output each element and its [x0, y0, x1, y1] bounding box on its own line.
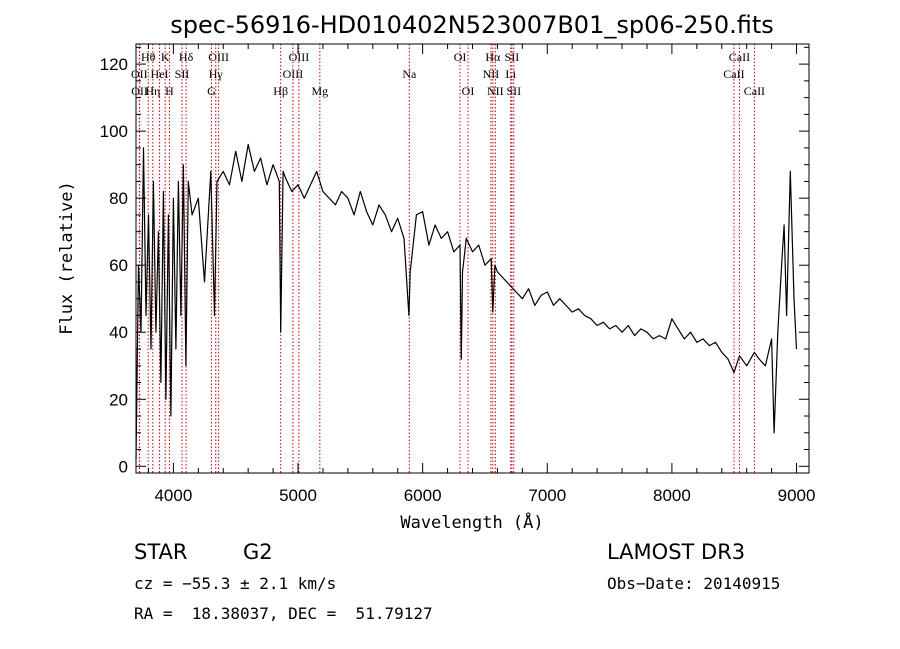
- observation-date: Obs−Date: 20140915: [607, 574, 781, 593]
- spectral-line-label: CaII: [744, 84, 765, 98]
- y-tick-label: 120: [100, 55, 128, 74]
- spectral-line-label: SII: [506, 84, 521, 98]
- spectral-line-label: NII: [483, 67, 500, 81]
- x-tick-label: 8000: [653, 486, 691, 505]
- x-tick-label: 7000: [528, 486, 566, 505]
- plot-frame: [135, 43, 810, 474]
- x-tick-label: 4000: [154, 486, 192, 505]
- chart-title: spec-56916-HD010402N523007B01_sp06-250.f…: [170, 11, 774, 39]
- y-tick-label: 20: [109, 390, 128, 409]
- spectral-line-label: Mg: [311, 84, 328, 98]
- spectral-line-label: CaII: [729, 50, 750, 64]
- spectral-line-label: OII: [131, 67, 148, 81]
- y-tick-label: 80: [109, 189, 128, 208]
- spectral-line-label: Hθ: [141, 50, 156, 64]
- spectral-line-label: Hδ: [179, 50, 194, 64]
- spectral-line-label: Hα: [485, 50, 501, 64]
- series-layer: [135, 143, 798, 460]
- axis-ticks: 4000 5000 6000 7000 8000 9000 0 20 40 60 80 100 120: [100, 44, 816, 505]
- survey-name: LAMOST DR3: [607, 540, 746, 564]
- y-tick-label: 0: [119, 457, 128, 476]
- spectral-line-label: NII: [487, 84, 504, 98]
- spectral-line-label: HeI: [151, 67, 169, 81]
- spectral-subclass: G2: [243, 540, 273, 564]
- spectral-line-label: K: [161, 50, 170, 64]
- y-tick-label: 40: [109, 323, 128, 342]
- y-tick-label: 100: [100, 122, 128, 141]
- spectral-line-label: Hη: [145, 84, 160, 98]
- spectral-line-label: H: [165, 84, 174, 98]
- spectral-line-label: OIII: [283, 67, 304, 81]
- x-tick-label: 5000: [279, 486, 317, 505]
- spectral-line-label: OIII: [208, 50, 229, 64]
- redshift-velocity: cz = −55.3 ± 2.1 km/s: [134, 574, 337, 593]
- spectral-line-label: OIII: [289, 50, 310, 64]
- x-tick-label: 6000: [404, 486, 442, 505]
- spectrum-chart: spec-56916-HD010402N523007B01_sp06-250.f…: [57, 11, 816, 533]
- spectral-line-label: OI: [462, 84, 475, 98]
- spectral-line-label: G: [207, 84, 216, 98]
- spectral-line-label: OII: [131, 84, 148, 98]
- spectral-line-label: SII: [505, 50, 520, 64]
- spectrum-series-line: [135, 143, 798, 460]
- x-axis-label: Wavelength (Å): [400, 511, 543, 533]
- spectral-line-label: SII: [175, 67, 190, 81]
- spectral-line-label: Hβ: [273, 84, 288, 98]
- spectral-line-label: OI: [454, 50, 467, 64]
- spectral-line-label: Hγ: [209, 67, 224, 81]
- object-class: STAR: [134, 540, 188, 564]
- spectral-line-label: Li: [505, 67, 516, 81]
- y-axis-label: Flux (relative): [57, 181, 77, 335]
- x-tick-label: 9000: [778, 486, 816, 505]
- spectral-line-label: Na: [402, 67, 417, 81]
- sky-coordinates: RA = 18.38037, DEC = 51.79127: [134, 604, 433, 623]
- spectral-line-label: CaII: [723, 67, 744, 81]
- y-tick-label: 60: [109, 256, 128, 275]
